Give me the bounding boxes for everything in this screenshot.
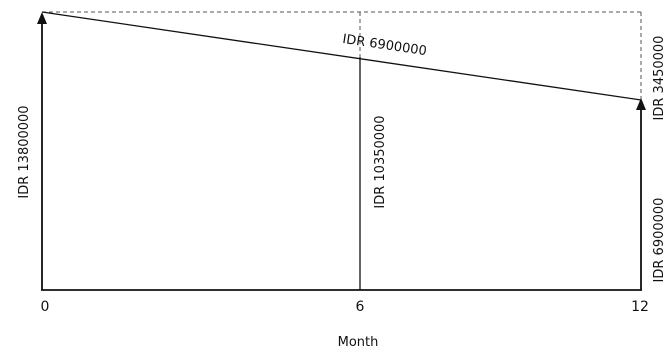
end-arrow-head [636, 98, 646, 110]
tick-6: 6 [356, 299, 365, 315]
end-value-top-label: IDR 3450000 [652, 36, 667, 121]
slope-label: IDR 6900000 [341, 32, 427, 59]
end-value-bottom-label: IDR 6900000 [652, 198, 667, 283]
mid-value-label: IDR 10350000 [373, 115, 388, 208]
start-value-label: IDR 13800000 [17, 105, 32, 198]
start-arrow-head [37, 12, 47, 24]
decline-line [41, 11, 642, 101]
x-axis-title: Month [338, 335, 379, 350]
tick-12: 12 [631, 299, 649, 315]
tick-0: 0 [41, 299, 50, 315]
